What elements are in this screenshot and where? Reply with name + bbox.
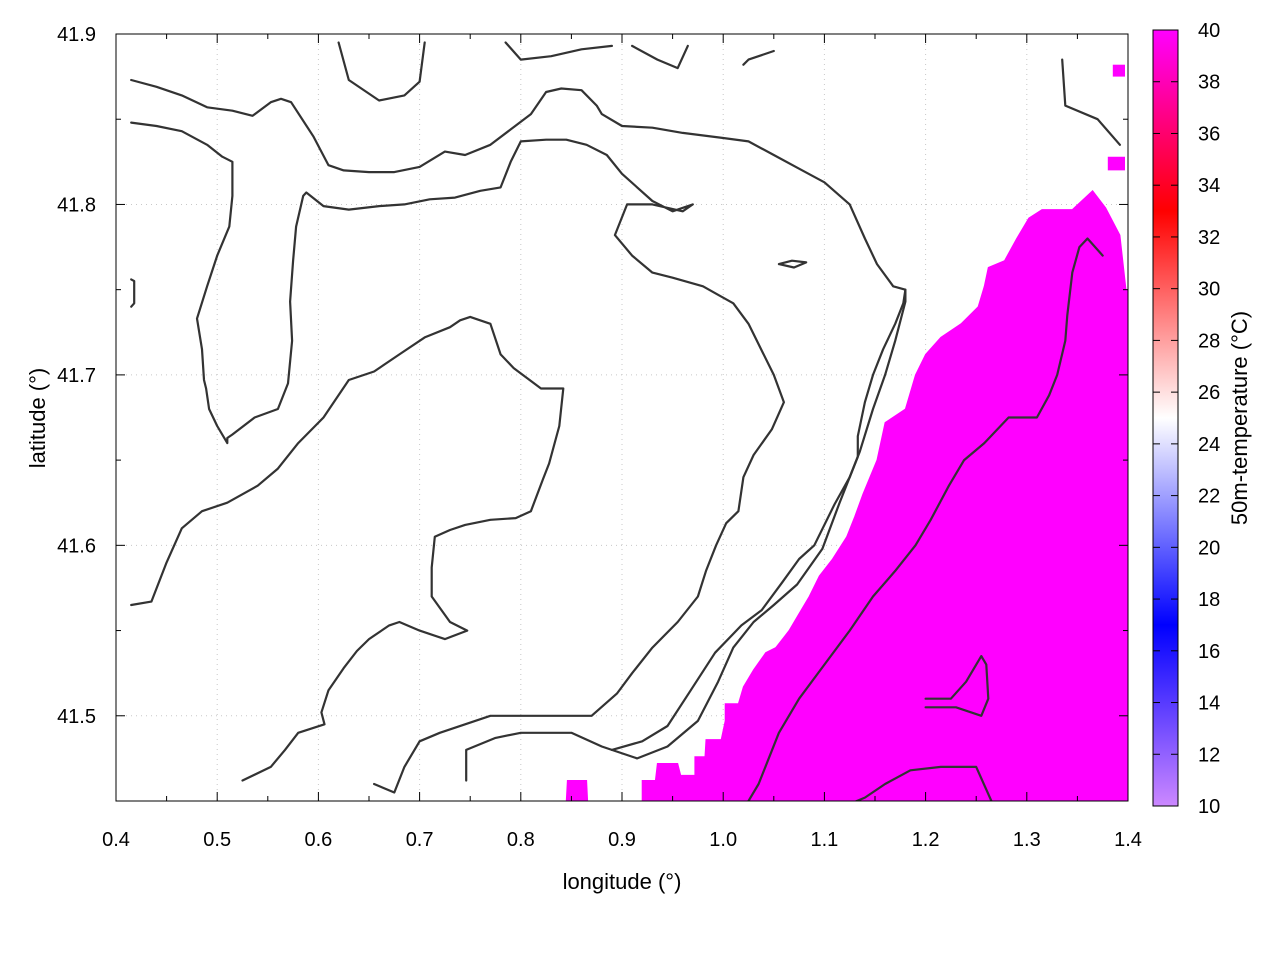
colorbar-bar [1152, 29, 1179, 807]
colorbar-tick-label: 24 [1198, 434, 1220, 456]
contour-line [747, 237, 1104, 801]
colorbar-tick-labels: 10 12 14 16 18 20 22 24 26 28 30 32 34 36 38 40 [1198, 20, 1220, 818]
colorbar: 10 12 14 16 18 20 22 24 26 28 30 32 34 36 38 40 50m-tem… [1152, 20, 1252, 818]
heatmap-cell-patch [1107, 156, 1125, 171]
colorbar-tick-label: 26 [1198, 382, 1220, 404]
colorbar-label: 50m-temperature (°C) [1227, 311, 1252, 525]
y-tick-label: 41.5 [57, 706, 96, 728]
heatmap-cell-region [565, 190, 1128, 801]
contour-line [465, 288, 907, 782]
x-tick-label: 0.7 [406, 829, 434, 851]
contour-line [742, 49, 775, 66]
heatmap-fill-layer [565, 64, 1128, 801]
heatmap-cell-patch [1112, 64, 1125, 77]
contour-line [1061, 58, 1122, 146]
colorbar-tick-label: 18 [1198, 589, 1220, 611]
colorbar-tick-label: 34 [1198, 175, 1220, 197]
y-tick-labels: 41.5 41.6 41.7 41.8 41.9 [57, 24, 96, 728]
x-tick-label: 0.9 [608, 829, 636, 851]
grid-layer [116, 34, 1128, 801]
contour-layer [130, 41, 1122, 801]
x-axis-label: longitude (°) [563, 869, 682, 894]
contour-line [130, 278, 136, 308]
contour-line [504, 41, 614, 61]
x-tick-label: 0.4 [102, 829, 130, 851]
x-tick-label: 1.1 [810, 829, 838, 851]
contour-line [130, 78, 907, 752]
colorbar-tick-label: 10 [1198, 796, 1220, 818]
colorbar-tick-label: 38 [1198, 72, 1220, 94]
colorbar-tick-label: 32 [1198, 227, 1220, 249]
x-tick-label: 1.3 [1013, 829, 1041, 851]
x-tick-label: 0.6 [304, 829, 332, 851]
x-tick-label: 0.5 [203, 829, 231, 851]
x-tick-labels: 0.4 0.5 0.6 0.7 0.8 0.9 1.0 1.1 1.2 1.3 1.4 [102, 829, 1142, 851]
y-tick-label: 41.9 [57, 24, 96, 46]
colorbar-tick-label: 28 [1198, 330, 1220, 352]
x-tick-label: 1.0 [709, 829, 737, 851]
contour-line [630, 44, 689, 70]
contour-line [777, 259, 808, 269]
y-tick-label: 41.8 [57, 194, 96, 216]
y-tick-label: 41.7 [57, 365, 96, 387]
x-tick-label: 0.8 [507, 829, 535, 851]
x-tick-label: 1.4 [1114, 829, 1142, 851]
contour-line [853, 765, 993, 801]
x-tick-label: 1.2 [912, 829, 940, 851]
colorbar-tick-label: 12 [1198, 744, 1220, 766]
contour-line [924, 654, 990, 717]
contour-line [130, 121, 786, 794]
colorbar-tick-label: 40 [1198, 20, 1220, 42]
contour-line [130, 315, 565, 782]
colorbar-tick-label: 14 [1198, 693, 1220, 715]
y-axis-label: latitude (°) [25, 368, 50, 469]
colorbar-tick-label: 22 [1198, 486, 1220, 508]
colorbar-tick-label: 20 [1198, 537, 1220, 559]
colorbar-tick-label: 16 [1198, 641, 1220, 663]
y-tick-label: 41.6 [57, 535, 96, 557]
colorbar-tick-label: 30 [1198, 279, 1220, 301]
colorbar-tick-label: 36 [1198, 123, 1220, 145]
contour-line [337, 41, 426, 102]
axis-ticks [115, 33, 1129, 801]
colorbar-ticks [1153, 29, 1178, 807]
